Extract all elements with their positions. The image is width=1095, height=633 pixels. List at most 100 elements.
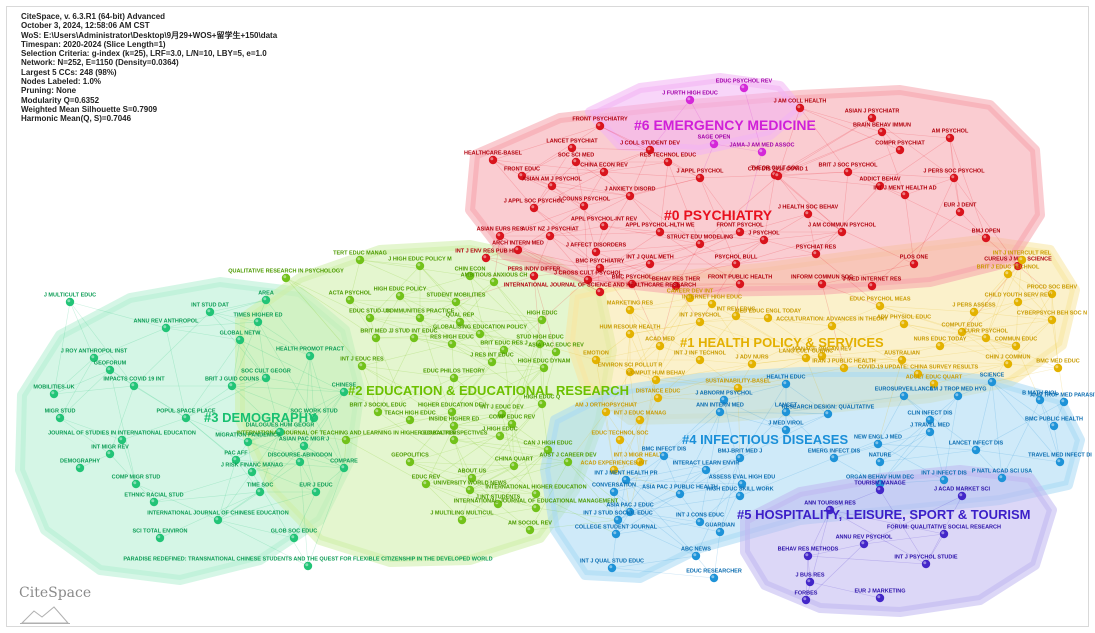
network-node[interactable]: COMPUT EDUC [942, 323, 983, 337]
node-marker[interactable] [781, 379, 791, 389]
node-marker[interactable] [909, 259, 919, 269]
node-marker[interactable] [939, 529, 949, 539]
node-marker[interactable] [465, 485, 475, 495]
node-marker[interactable] [987, 377, 997, 387]
network-node[interactable]: CLIN INFECT DIS [908, 411, 953, 425]
node-marker[interactable] [609, 487, 619, 497]
network-node[interactable]: GEOPOLITICS [391, 453, 429, 467]
node-marker[interactable] [281, 273, 291, 283]
network-node[interactable]: ASSESS EVAL HIGH EDU [709, 475, 775, 489]
network-node[interactable]: INFORM COMMUN SOC [791, 275, 853, 289]
network-node[interactable]: ANN TROP MED PARASIT [1030, 393, 1095, 407]
network-node[interactable]: STUDENT MOBILITIES [427, 293, 486, 307]
node-marker[interactable] [735, 227, 745, 237]
network-node[interactable]: SUSTAINABILITY-BASEL [705, 379, 771, 393]
network-node[interactable]: EDUC RESEARCHER [686, 569, 742, 583]
node-marker[interactable] [663, 157, 673, 167]
network-node[interactable]: CHIN ECON [455, 267, 486, 281]
network-node[interactable]: PAC AFF [224, 451, 248, 465]
network-node[interactable]: MOBILITIES-UK [33, 385, 75, 399]
node-marker[interactable] [579, 201, 589, 211]
network-node[interactable]: BMC PSYCHOL [612, 275, 653, 289]
cluster-label-5[interactable]: #5 HOSPITALITY, LEISURE, SPORT & TOURISM [737, 507, 1031, 522]
node-marker[interactable] [955, 207, 965, 217]
node-marker[interactable] [625, 507, 635, 517]
network-node[interactable]: J AM COLL HEALTH [774, 99, 827, 113]
network-node[interactable]: ARCH INTERN MED [492, 241, 544, 255]
node-marker[interactable] [733, 383, 743, 393]
network-node[interactable]: COVID-19 UPDATE: CHINA SURVEY RESULTS [858, 365, 979, 379]
node-marker[interactable] [1011, 341, 1021, 351]
network-node[interactable]: IMPACTS COVID 19 INT [103, 377, 165, 391]
node-marker[interactable] [243, 437, 253, 447]
node-marker[interactable] [255, 487, 265, 497]
network-node[interactable]: J MED VIROL [768, 421, 804, 435]
network-node[interactable]: ADULT EDUC QUART [906, 375, 963, 389]
network-node[interactable]: ASIAN EURS RES [477, 227, 524, 241]
cluster-label-3[interactable]: #3 DEMOGRAPHY [204, 410, 317, 425]
network-node[interactable]: TIMES HIGHER ED [234, 313, 283, 327]
node-marker[interactable] [709, 139, 719, 149]
network-node[interactable]: J ACAD MARKET SCI [934, 487, 990, 501]
network-node[interactable]: J AFFECT DISORDERS [566, 243, 627, 257]
node-marker[interactable] [795, 103, 805, 113]
node-marker[interactable] [517, 171, 527, 181]
network-node[interactable]: AUST NZ J PSYCHIAT [521, 227, 579, 241]
node-marker[interactable] [289, 533, 299, 543]
network-node[interactable]: BRIT J SOCIOL EDUC [349, 403, 407, 417]
node-marker[interactable] [529, 271, 539, 281]
node-marker[interactable] [231, 455, 241, 465]
node-marker[interactable] [659, 451, 669, 461]
network-node[interactable]: J COLL STUDENT DEV [620, 141, 680, 155]
network-node[interactable]: INT J INTERCULT REL [993, 251, 1052, 265]
network-node[interactable]: CAN J HIGH EDUC [524, 441, 573, 455]
node-marker[interactable] [487, 357, 497, 367]
node-marker[interactable] [421, 479, 431, 489]
network-node[interactable]: ACAD EXPERIENCES INT [581, 461, 649, 475]
node-marker[interactable] [735, 491, 745, 501]
network-node[interactable]: UNIVERSITY WORLD NEWS [433, 481, 507, 495]
network-node[interactable]: INTERNATIONAL JOURNAL OF CHINESE EDUCATI… [147, 511, 289, 525]
node-marker[interactable] [929, 379, 939, 389]
network-node[interactable]: ANN INTERN MED [696, 403, 744, 417]
network-node[interactable]: CAREER DEV INT [667, 289, 714, 303]
node-marker[interactable] [675, 489, 685, 499]
node-marker[interactable] [737, 479, 747, 489]
node-marker[interactable] [897, 355, 907, 365]
network-node[interactable]: HIGHER EDUCATION DEV [418, 403, 486, 417]
node-marker[interactable] [739, 83, 749, 93]
node-marker[interactable] [1017, 255, 1027, 265]
node-marker[interactable] [373, 407, 383, 417]
network-node[interactable]: ABOUT US [458, 469, 487, 483]
network-node[interactable]: ADDICT BEHAV [859, 177, 901, 191]
network-node[interactable]: INT J EDUC DEV [480, 405, 524, 419]
network-node[interactable]: STUD HIGH EDUC [516, 335, 564, 349]
network-node[interactable]: STRUCT EDU MODELING [667, 235, 734, 249]
network-node[interactable]: AM J ORTHOPSYCHIAT [575, 403, 638, 417]
node-marker[interactable] [513, 245, 523, 255]
network-node[interactable]: FORBES [795, 591, 818, 605]
node-marker[interactable] [409, 333, 419, 343]
network-node[interactable]: J ANXIETY DISORD [604, 187, 656, 201]
node-marker[interactable] [900, 190, 910, 200]
network-node[interactable]: ACTA PSYCHOL [329, 291, 372, 305]
node-marker[interactable] [405, 457, 415, 467]
node-marker[interactable] [595, 121, 605, 131]
network-node[interactable]: EDUC PHILOS THEORY [423, 369, 485, 383]
node-marker[interactable] [89, 353, 99, 363]
network-node[interactable]: CONVERSATION [592, 483, 636, 497]
network-node[interactable]: FRONT PSYCHIATRY [572, 117, 628, 131]
network-node[interactable]: TIME SOC [247, 483, 274, 497]
network-node[interactable]: J APPL SOC PSYCHOL [504, 199, 565, 213]
network-node[interactable]: J MED INTERNET RES [843, 277, 902, 291]
network-node[interactable]: BMC MED EDUC [1036, 359, 1080, 373]
node-marker[interactable] [495, 431, 505, 441]
node-marker[interactable] [817, 351, 827, 361]
node-marker[interactable] [957, 491, 967, 501]
node-marker[interactable] [339, 463, 349, 473]
network-node[interactable]: J ABNORM PSYCHOL [695, 391, 753, 405]
node-marker[interactable] [149, 497, 159, 507]
node-marker[interactable] [365, 313, 375, 323]
node-marker[interactable] [567, 143, 577, 153]
cluster-label-4[interactable]: #4 INFECTIOUS DISEASES [682, 432, 848, 447]
